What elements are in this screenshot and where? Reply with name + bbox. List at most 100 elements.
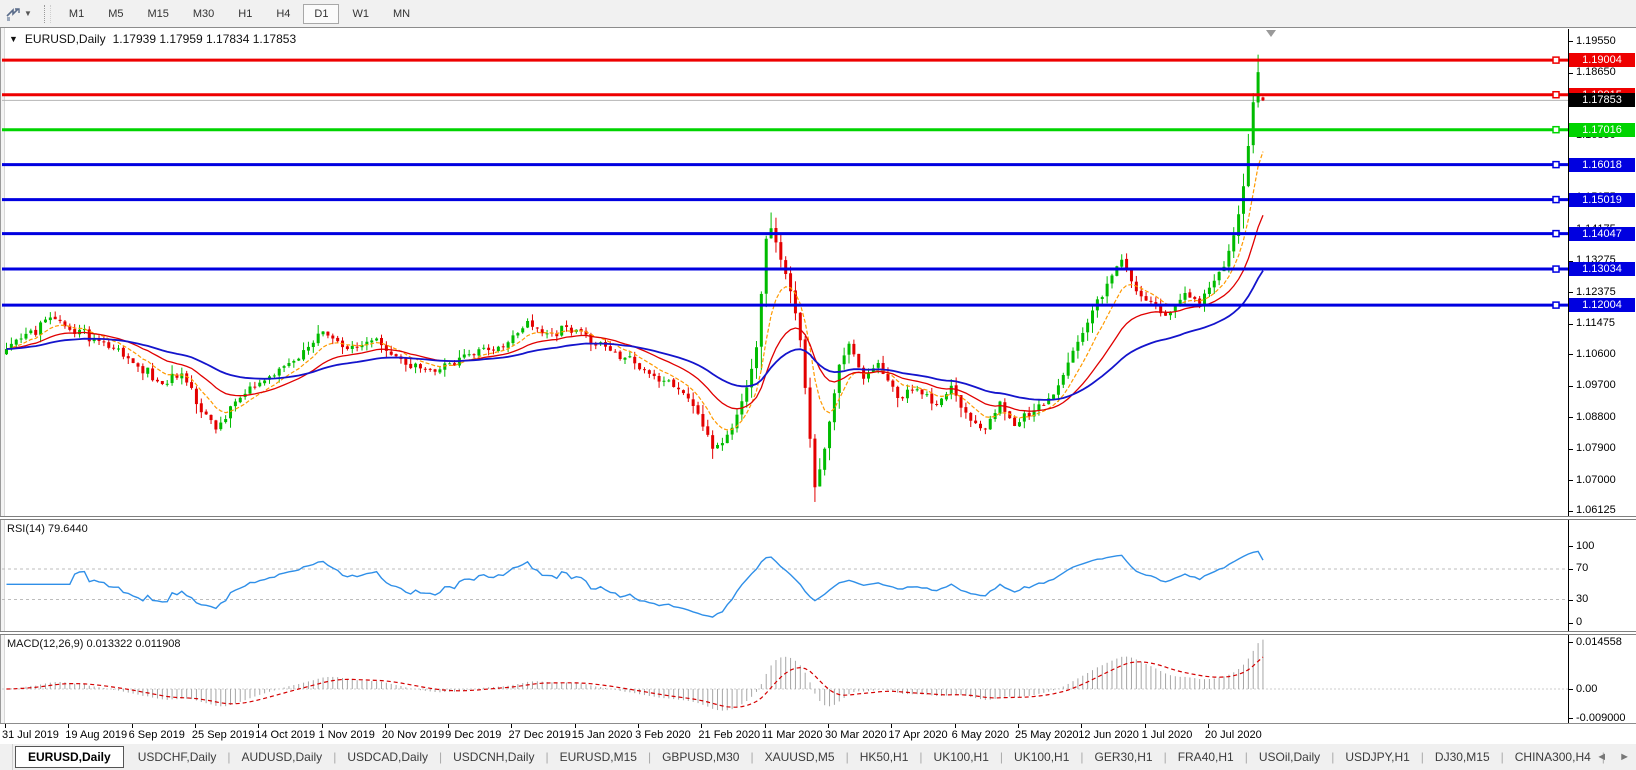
chart-tab-uk100-h1[interactable]: UK100,H1 <box>1014 750 1070 764</box>
timeframe-button-d1[interactable]: D1 <box>303 3 340 24</box>
tab-scroll-left-icon[interactable]: ◄ <box>1596 751 1608 763</box>
level-price-tag[interactable]: 1.17016 <box>1569 122 1635 137</box>
line-handle[interactable] <box>1552 160 1560 169</box>
time-tick <box>511 724 513 728</box>
panel-splitter[interactable] <box>0 516 1636 520</box>
chart-tab-usdchf-daily[interactable]: USDCHF,Daily <box>137 750 217 764</box>
price-tick-label: 1.09700 <box>1576 379 1616 392</box>
time-tick-label: 14 Oct 2019 <box>255 729 316 741</box>
level-price-tag[interactable]: 1.13034 <box>1569 262 1635 277</box>
caret-down-icon[interactable]: ▼ <box>24 9 32 18</box>
tab-divider: | <box>1244 750 1248 764</box>
level-price-tag[interactable]: 1.19004 <box>1569 53 1635 68</box>
toolbar-grip <box>43 4 51 23</box>
level-price-tag[interactable]: 1.15019 <box>1569 192 1635 207</box>
time-tick <box>701 724 703 728</box>
line-handle[interactable] <box>1552 265 1560 273</box>
level-price-tag[interactable]: 1.16018 <box>1569 157 1635 172</box>
time-tick-label: 1 Nov 2019 <box>318 729 375 741</box>
chart-tab-xauusd-m5[interactable]: XAUUSD,M5 <box>764 750 835 764</box>
chart-tab-dj30-m15[interactable]: DJ30,M15 <box>1434 750 1490 764</box>
time-tick <box>638 724 640 728</box>
chart-tab-china300-h4[interactable]: CHINA300,H4 <box>1514 750 1591 764</box>
tab-divider: | <box>545 750 549 764</box>
panel-splitter[interactable] <box>0 631 1636 635</box>
time-tick-label: 20 Jul 2020 <box>1204 729 1262 741</box>
line-handle[interactable] <box>1552 56 1560 64</box>
tab-divider: | <box>845 750 849 764</box>
tab-divider: | <box>919 750 923 764</box>
main-chart-canvas[interactable] <box>0 28 1568 516</box>
timeframe-buttons: M1 M5 M15 M30 H1 H4 D1 W1 MN <box>57 3 422 24</box>
level-price-tag[interactable]: 1.12004 <box>1569 298 1635 313</box>
chart-tab-usoil-daily[interactable]: USOil,Daily <box>1258 750 1321 764</box>
macd-panel-canvas[interactable] <box>0 635 1568 723</box>
chart-tool-cluster[interactable]: ▼ <box>0 6 38 22</box>
time-tick <box>5 724 6 728</box>
rsi-scale-label: 100 <box>1576 539 1595 552</box>
chart-tab-eurusd-daily[interactable]: EURUSD,Daily <box>15 746 124 768</box>
tab-divider: | <box>333 750 337 764</box>
chart-tab-usdcnh-daily[interactable]: USDCNH,Daily <box>453 750 535 764</box>
macd-indicator-label: MACD(12,26,9) 0.013322 0.011908 <box>7 638 181 650</box>
chart-shift-triangle-icon[interactable] <box>1266 30 1276 37</box>
timeframe-button-h1[interactable]: H1 <box>238 7 253 20</box>
time-tick-label: 27 Dec 2019 <box>508 729 571 741</box>
price-tick-label: 1.07000 <box>1576 473 1616 486</box>
chart-title: ▼ EURUSD,Daily 1.17939 1.17959 1.17834 1… <box>9 32 296 46</box>
axis-tick <box>1569 385 1573 387</box>
chart-tabs: EURUSD,Daily USDCHF,Daily | AUDUSD,Daily | US… <box>13 746 1606 768</box>
axis-tick <box>1569 448 1573 450</box>
chart-tab-ger30-h1[interactable]: GER30,H1 <box>1094 750 1153 764</box>
chart-window[interactable]: ▼ EURUSD,Daily 1.17939 1.17959 1.17834 1… <box>0 27 1636 744</box>
tab-divider: | <box>647 750 652 764</box>
rsi-indicator-label: RSI(14) 79.6440 <box>7 523 88 535</box>
time-tick-label: 3 Feb 2020 <box>635 729 691 741</box>
chart-tab-audusd-daily[interactable]: AUDUSD,Daily <box>241 750 323 764</box>
line-handle[interactable] <box>1552 301 1560 309</box>
rsi-scale-label: 70 <box>1576 562 1589 575</box>
caret-down-icon[interactable]: ▼ <box>9 34 18 44</box>
chart-tab-usdjpy-h1[interactable]: USDJPY,H1 <box>1345 750 1410 764</box>
time-axis[interactable]: 31 Jul 2019 19 Aug 2019 6 Sep 2019 25 Sep 2… <box>0 723 1636 744</box>
chart-tab-uk100-h1[interactable]: UK100,H1 <box>933 750 989 764</box>
line-handle[interactable] <box>1552 125 1560 134</box>
window-left-edge <box>0 28 5 743</box>
timeframe-button-m15[interactable]: M15 <box>147 7 169 20</box>
current-price-tag: 1.17853 <box>1569 93 1635 108</box>
time-tick <box>764 724 766 728</box>
axis-tick <box>1569 718 1573 720</box>
tab-scroll-right-icon[interactable]: ► <box>1619 751 1630 763</box>
chart-tab-eurusd-m15[interactable]: EURUSD,M15 <box>559 750 637 764</box>
line-handle[interactable] <box>1552 195 1560 204</box>
tab-divider: | <box>1500 750 1504 764</box>
price-tick-label: 1.10600 <box>1576 347 1616 360</box>
tab-divider: | <box>1163 750 1167 764</box>
price-tick-label: 1.18650 <box>1576 66 1616 78</box>
chart-cursor-icon <box>6 7 20 21</box>
axis-tick <box>1569 354 1573 356</box>
time-tick-label: 25 Sep 2019 <box>191 729 255 741</box>
time-tick-label: 31 Jul 2019 <box>2 729 59 741</box>
timeframe-button-m5[interactable]: M5 <box>108 7 124 20</box>
axis-tick <box>1569 72 1573 74</box>
time-tick-label: 15 Jan 2020 <box>571 729 633 741</box>
time-tick <box>1017 724 1019 728</box>
line-handle[interactable] <box>1552 229 1560 238</box>
chart-tab-fra40-h1[interactable]: FRA40,H1 <box>1177 750 1234 764</box>
timeframe-button-m1[interactable]: M1 <box>68 7 85 20</box>
timeframe-button-mn[interactable]: MN <box>392 7 411 20</box>
chart-tab-hk50-h1[interactable]: HK50,H1 <box>859 750 909 764</box>
chart-tab-usdcad-daily[interactable]: USDCAD,Daily <box>347 750 428 764</box>
tab-scroll-arrows: ◄ ► <box>1596 743 1630 770</box>
line-handle[interactable] <box>1552 90 1560 99</box>
rsi-panel-canvas[interactable] <box>0 520 1568 631</box>
timeframe-button-m30[interactable]: M30 <box>192 7 215 20</box>
time-tick <box>574 724 576 728</box>
timeframe-button-h4[interactable]: H4 <box>276 7 291 20</box>
time-tick <box>1207 724 1209 728</box>
level-price-tag[interactable]: 1.14047 <box>1569 226 1635 241</box>
chart-tab-gbpusd-m30[interactable]: GBPUSD,M30 <box>662 750 740 764</box>
timeframe-button-w1[interactable]: W1 <box>352 7 369 20</box>
